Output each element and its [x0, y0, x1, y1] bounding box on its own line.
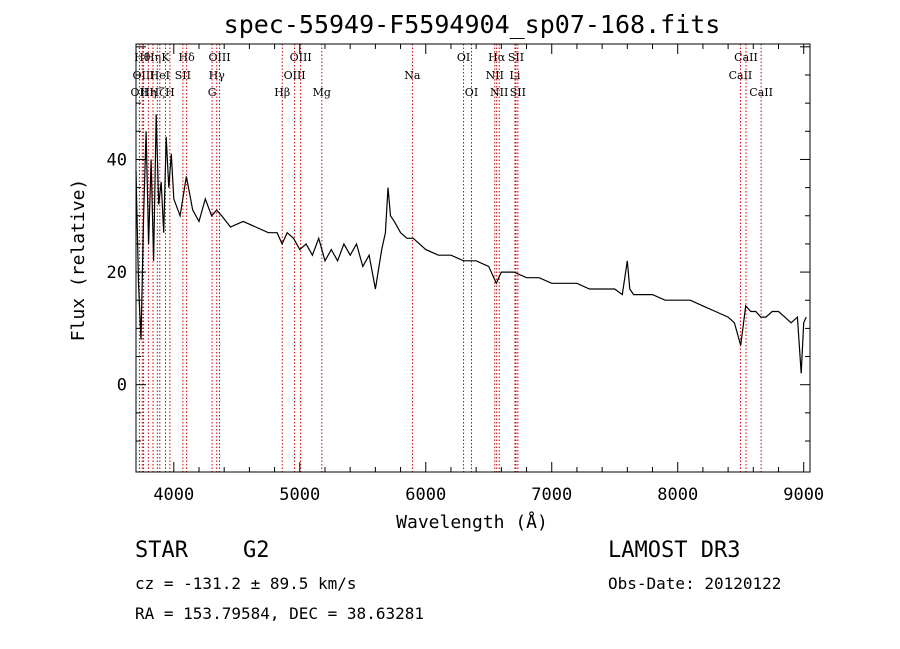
line-label-17: Mg [313, 86, 331, 99]
line-label-25: SII [508, 51, 524, 64]
x-tick-label-1: 5000 [279, 485, 320, 505]
line-label-16: OIII [290, 51, 312, 64]
line-label-28: CaII [734, 51, 758, 64]
line-label-10: Hδ [179, 51, 196, 64]
x-tick-label-5: 9000 [783, 485, 824, 505]
series-line-spectrum [135, 114, 807, 374]
tick-labels-group: 4000 5000 6000 7000 8000 9000 0 20 40 [107, 150, 825, 505]
y-tick-label-1: 20 [107, 263, 127, 283]
line-markers-group: OIIHθOIIIHηHηHζHeIKHSIIHδGHγOIIIHβOIIIOI… [131, 44, 773, 472]
line-label-0: OII [131, 86, 149, 99]
survey-name: LAMOST DR3 [608, 538, 741, 563]
axis-ticks-group [136, 44, 810, 472]
line-label-8: H [165, 86, 175, 99]
line-label-19: OI [457, 51, 470, 64]
line-label-24: Li [510, 69, 521, 82]
redshift-velocity: cz = -131.2 ± 89.5 km/s [135, 574, 357, 593]
line-label-13: OIII [208, 51, 230, 64]
line-label-27: CaII [729, 69, 753, 82]
line-label-15: OIII [284, 69, 306, 82]
line-label-5: Hζ [150, 86, 166, 99]
coordinates: RA = 153.79584, DEC = 38.63281 [135, 604, 424, 623]
line-label-1: Hθ [134, 51, 151, 64]
x-tick-label-0: 4000 [153, 485, 194, 505]
y-tick-label-2: 40 [107, 150, 127, 170]
y-axis-label: Flux (relative) [68, 179, 89, 342]
line-label-26: SII [510, 86, 526, 99]
line-label-2: OIII [133, 69, 155, 82]
chart-title: spec-55949-F5594904_sp07-168.fits [224, 10, 721, 39]
x-tick-label-2: 6000 [405, 485, 446, 505]
x-axis-label: Wavelength (Å) [396, 511, 548, 533]
line-label-11: G [208, 86, 217, 99]
y-tick-label-0: 0 [117, 376, 127, 396]
line-label-22: Hα [488, 51, 506, 64]
observation-date: Obs-Date: 20120122 [608, 574, 782, 593]
x-tick-label-4: 8000 [657, 485, 698, 505]
object-subclass: G2 [243, 538, 270, 563]
line-label-7: K [161, 51, 170, 64]
x-tick-label-3: 7000 [531, 485, 572, 505]
line-label-14: Hβ [274, 86, 290, 99]
line-label-12: Hγ [209, 69, 226, 82]
line-label-18: Na [404, 69, 421, 82]
line-label-20: OI [465, 86, 478, 99]
plot-frame [135, 43, 811, 473]
line-label-3: Hη [140, 86, 156, 99]
line-label-9: SII [175, 69, 191, 82]
line-label-23: NII [490, 86, 508, 99]
object-class: STAR [135, 538, 188, 563]
line-label-21: NII [486, 69, 504, 82]
line-label-29: CaII [749, 86, 773, 99]
line-label-6: HeI [150, 69, 170, 82]
line-label-4: Hη [145, 51, 161, 64]
